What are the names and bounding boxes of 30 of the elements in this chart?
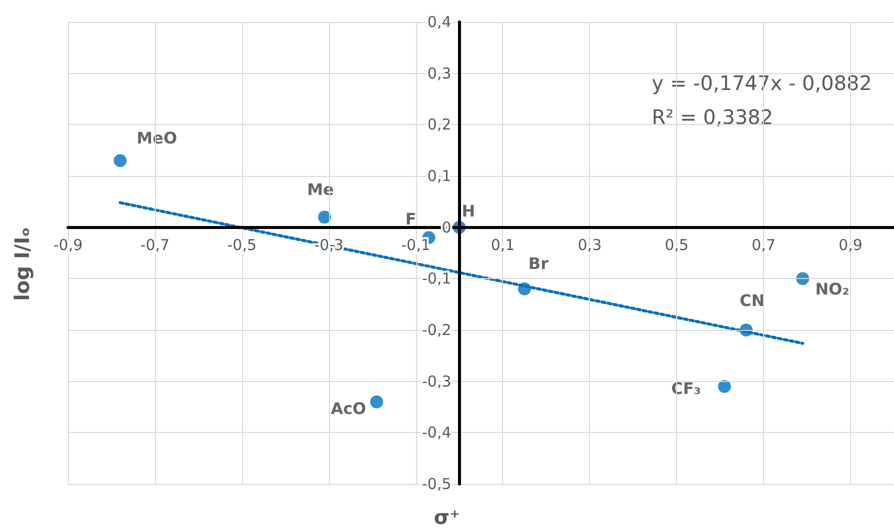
y-tick-label: 0,1 (427, 167, 452, 185)
data-label: F (405, 210, 416, 229)
data-label: NO₂ (815, 280, 850, 299)
y-tick-label: -0,2 (422, 321, 452, 339)
data-label: Br (528, 254, 549, 273)
data-label: H (462, 201, 476, 220)
x-axis-title: σ⁺ (434, 505, 460, 529)
data-label: CF₃ (671, 378, 701, 398)
x-tick-label: -0,9 (53, 236, 83, 254)
annotation: R² = 0,3382 (652, 105, 774, 129)
x-tick-label: 0,5 (664, 236, 689, 254)
y-tick-label: -0,1 (422, 270, 452, 288)
x-tick-label: 0,7 (752, 236, 776, 254)
x-tick-label: 0,9 (838, 236, 862, 254)
y-tick-label: 0,2 (427, 116, 452, 134)
y-tick-label: -0,5 (422, 475, 452, 493)
y-tick-label: 0,3 (427, 64, 452, 82)
x-tick-label: -0,5 (227, 236, 257, 254)
y-tick-label: -0,4 (422, 424, 452, 442)
x-tick-label: -0,1 (401, 236, 430, 254)
data-label: Me (307, 180, 334, 200)
data-label: MeO (136, 128, 178, 148)
x-tick-label: 0,3 (578, 236, 602, 254)
data-label: AcO (330, 398, 366, 418)
x-tick-label: 0,1 (490, 236, 515, 254)
x-tick-label: -0,7 (140, 236, 170, 254)
y-axis-title: log I/Iₒ (10, 227, 34, 301)
data-label: CN (740, 291, 765, 310)
y-tick-label: -0,3 (422, 372, 452, 390)
y-tick-label: 0,4 (427, 13, 452, 31)
